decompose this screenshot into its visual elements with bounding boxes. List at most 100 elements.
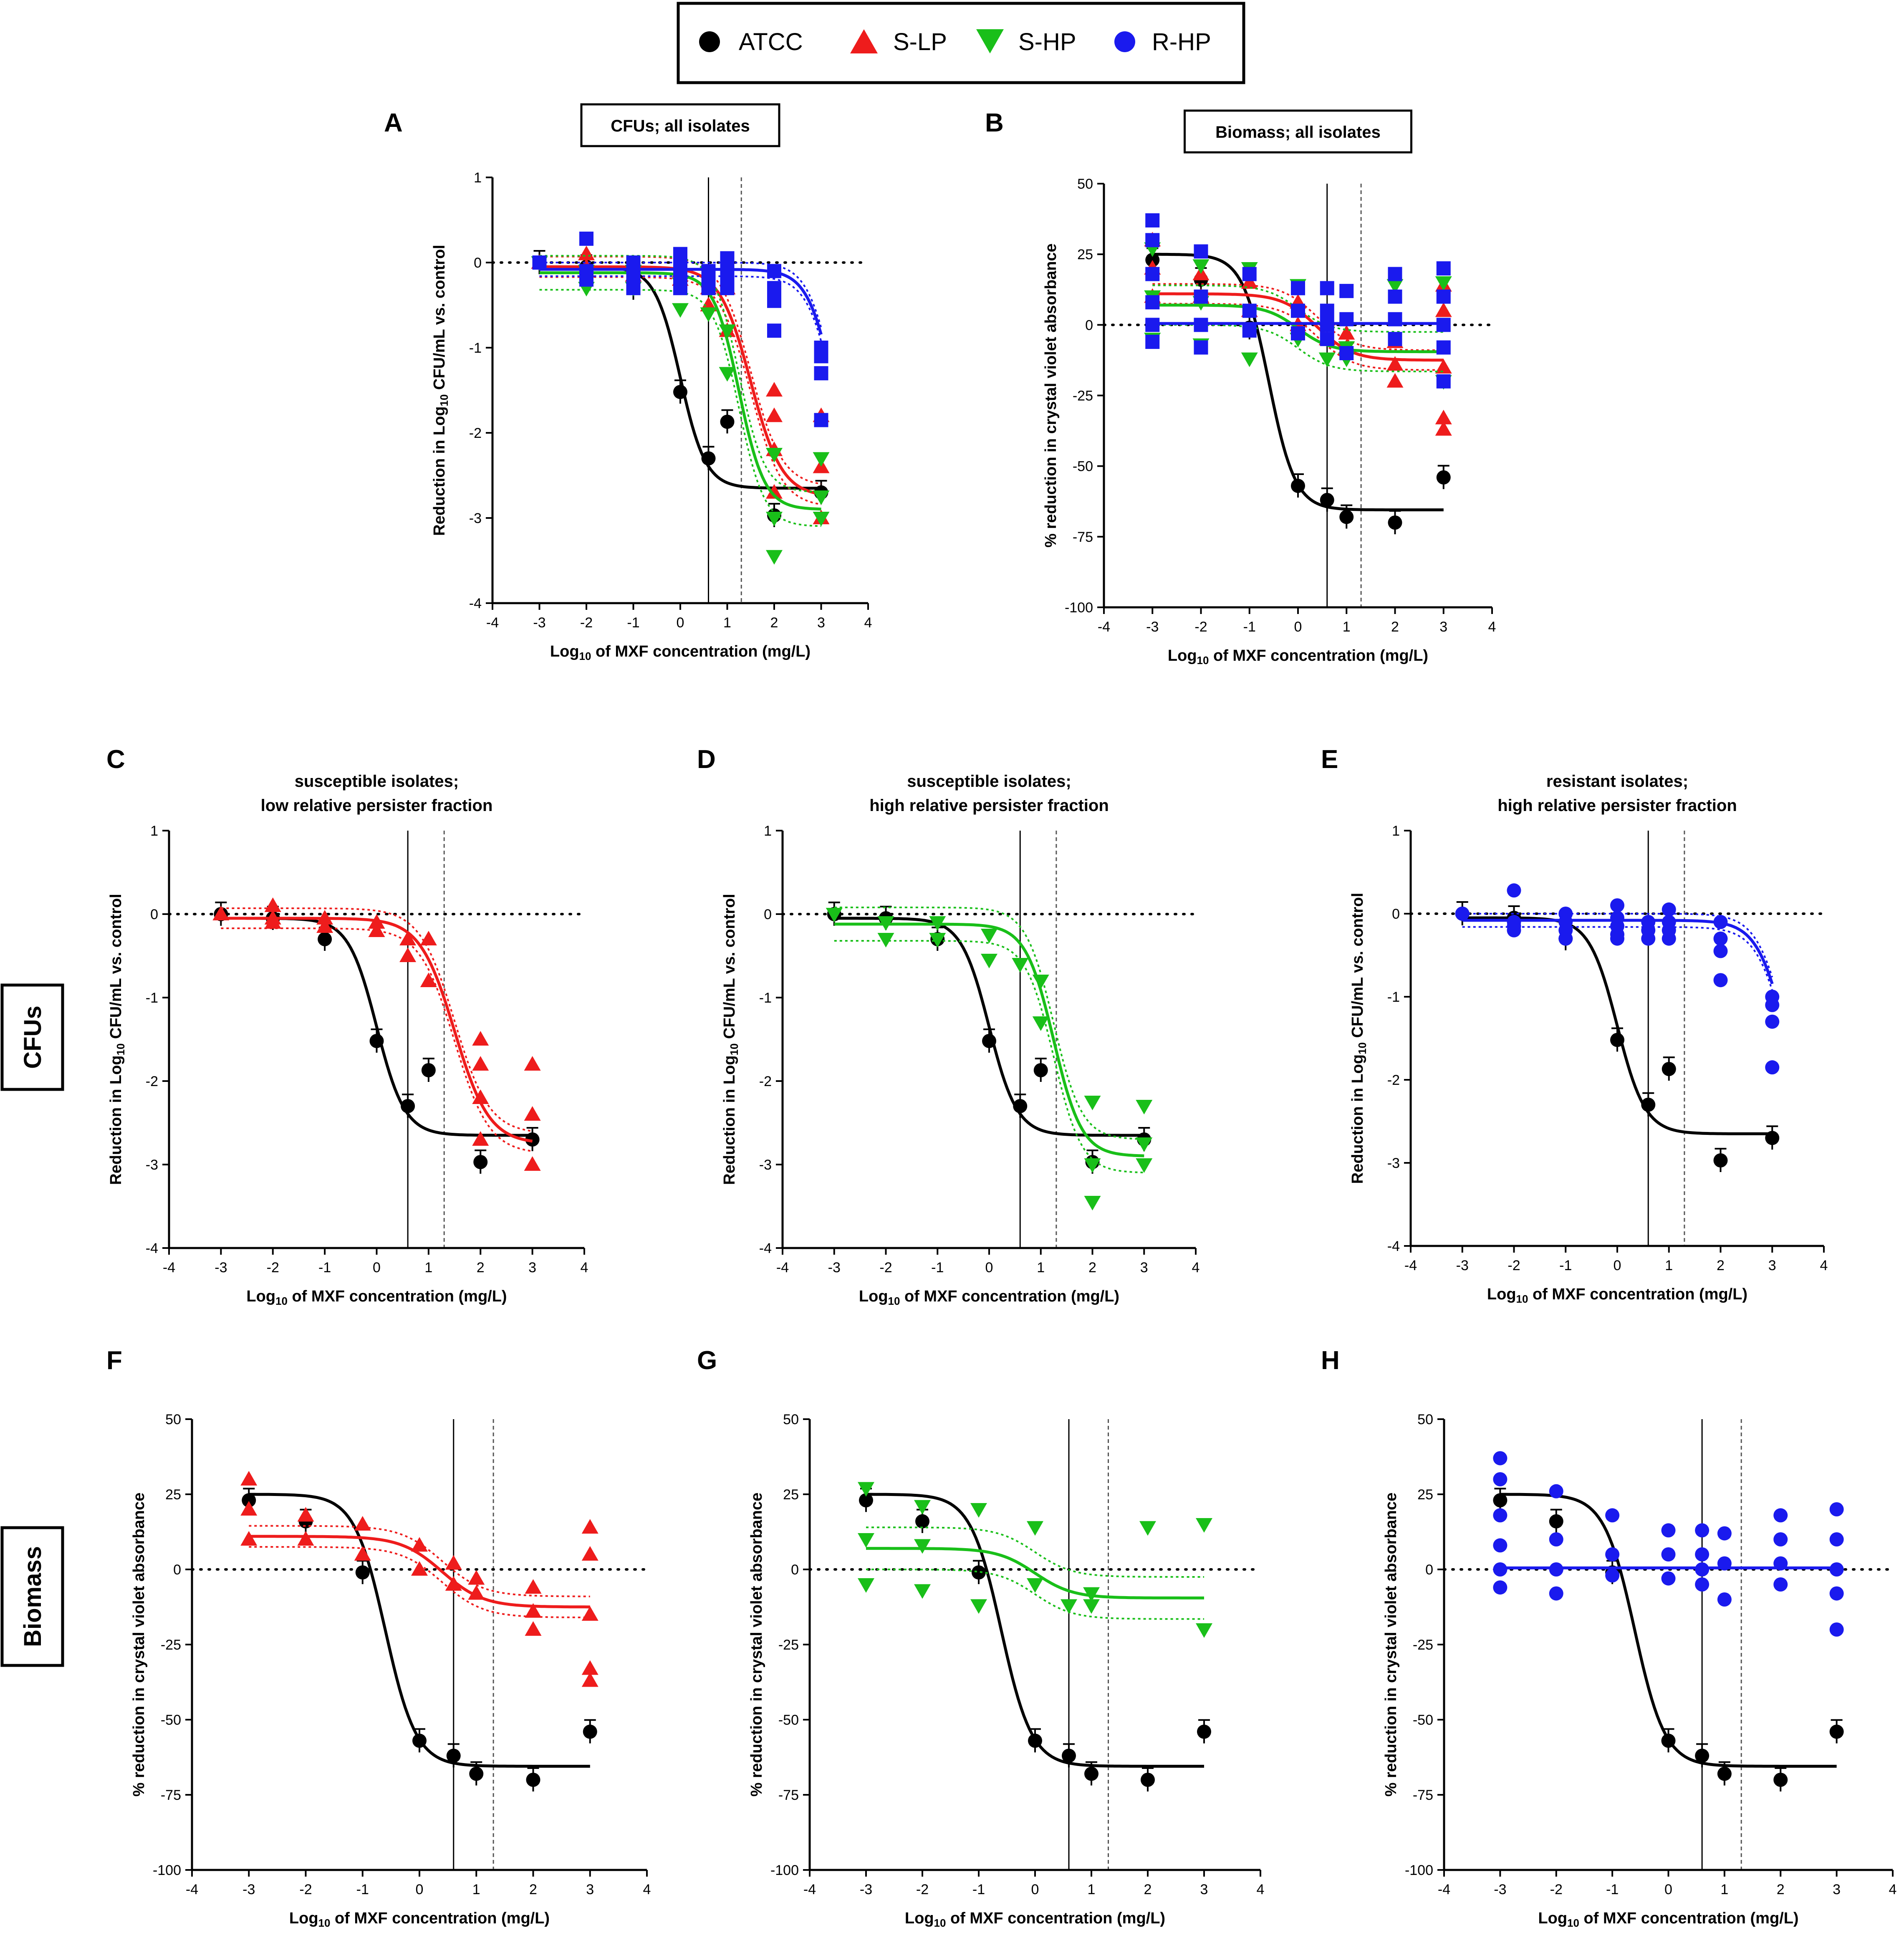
panel-title: Biomass; all isolates	[1215, 123, 1381, 141]
data-point	[1695, 1562, 1710, 1577]
data-point	[297, 1507, 314, 1522]
data-point	[1507, 923, 1521, 937]
x-tick-label: 0	[1614, 1258, 1621, 1273]
data-point	[1695, 1748, 1710, 1763]
y-tick-label: -4	[146, 1241, 158, 1256]
x-tick-label: -2	[299, 1882, 312, 1897]
panel-letter: C	[106, 745, 125, 774]
data-point	[1083, 1587, 1100, 1602]
data-point	[1241, 352, 1258, 367]
y-axis-label: % reduction in crystal violet absorbance	[748, 1493, 765, 1797]
x-tick-label: 4	[1192, 1260, 1200, 1276]
legend-label-shp: S-HP	[1018, 28, 1076, 56]
y-tick-label: 25	[1417, 1487, 1433, 1503]
data-point	[1196, 1518, 1212, 1533]
data-point	[1136, 1100, 1153, 1114]
data-point	[1084, 1096, 1101, 1110]
data-point	[1661, 1547, 1676, 1561]
x-tick-label: 3	[1140, 1260, 1148, 1276]
panel-letter: A	[384, 109, 403, 137]
data-point	[1436, 340, 1451, 355]
data-point	[1717, 1592, 1732, 1607]
x-tick-label: 3	[1833, 1882, 1841, 1897]
x-tick-label: -2	[1550, 1882, 1563, 1897]
y-tick-label: 0	[1085, 317, 1093, 333]
panel-title-line: resistant isolates;	[1546, 772, 1688, 791]
y-tick-label: 50	[783, 1412, 799, 1428]
y-tick-label: -100	[153, 1862, 181, 1878]
data-point	[1605, 1547, 1620, 1561]
data-point	[1338, 325, 1355, 340]
data-point	[626, 281, 641, 296]
y-tick-label: -50	[1073, 459, 1093, 475]
y-tick-label: 1	[150, 823, 158, 839]
legend: ATCC S-LP S-HP R-HP	[677, 2, 1245, 84]
data-point	[1139, 1521, 1156, 1536]
y-tick-label: -2	[759, 1074, 772, 1089]
y-axis-label: Reduction in Log10 CFU/mL vs. control	[431, 245, 450, 536]
series-atcc	[859, 1488, 1211, 1791]
x-axis-label: Log10 of MXF concentration (mg/L)	[550, 643, 811, 662]
data-point	[468, 1585, 485, 1600]
x-tick-label: 4	[1488, 619, 1496, 635]
x-tick-label: -3	[1494, 1882, 1506, 1897]
data-point	[813, 490, 830, 505]
y-tick-label: -75	[1073, 529, 1093, 545]
x-axis-label: Log10 of MXF concentration (mg/L)	[859, 1288, 1119, 1307]
x-tick-label: -1	[1606, 1882, 1619, 1897]
data-point	[1662, 902, 1676, 917]
data-point	[914, 1500, 931, 1515]
data-point	[1765, 1014, 1780, 1029]
x-tick-label: -2	[916, 1882, 929, 1897]
data-point	[1435, 409, 1452, 424]
panel-h: H -4 -3 -2 -1 0 1 2 3 4 -100 -75 -50 -25 0 25 50 Log10 of…	[1321, 1346, 1896, 1929]
x-tick-label: 1	[723, 615, 731, 631]
data-point	[1145, 295, 1160, 310]
data-point	[1242, 303, 1257, 318]
data-point	[929, 933, 946, 947]
data-point	[813, 512, 830, 526]
data-point	[581, 1546, 598, 1561]
data-point	[1291, 326, 1305, 341]
data-point	[719, 367, 736, 382]
x-tick-label: 4	[864, 615, 872, 631]
x-tick-label: 0	[416, 1882, 424, 1897]
data-point	[297, 1531, 314, 1546]
x-axis-label: Log10 of MXF concentration (mg/L)	[1487, 1286, 1747, 1305]
y-tick-label: 50	[1417, 1412, 1433, 1428]
data-point	[915, 1514, 929, 1529]
data-point	[1320, 332, 1334, 346]
data-point	[1610, 898, 1624, 913]
data-point	[411, 1537, 428, 1552]
y-tick-label: -100	[1065, 600, 1093, 616]
data-point	[525, 1132, 540, 1147]
data-point	[1829, 1622, 1844, 1637]
data-point	[1436, 374, 1451, 389]
data-point	[578, 245, 595, 260]
x-tick-label: -1	[931, 1260, 944, 1276]
x-tick-label: -1	[972, 1882, 985, 1897]
data-point	[1141, 1773, 1155, 1787]
y-tick-label: -75	[1413, 1787, 1433, 1803]
data-point	[1713, 973, 1728, 988]
data-point	[1145, 253, 1160, 267]
row-label-cfu: CFUs	[0, 983, 64, 1091]
data-point	[1493, 1508, 1508, 1523]
data-point	[1194, 318, 1208, 332]
data-point	[1765, 998, 1780, 1012]
y-tick-label: 50	[1077, 176, 1093, 192]
panel-title: CFUs; all isolates	[611, 117, 750, 135]
data-point	[1605, 1508, 1620, 1523]
data-point	[1136, 1137, 1153, 1152]
x-tick-label: 1	[1088, 1882, 1096, 1897]
data-point	[814, 413, 828, 427]
data-point	[1493, 1580, 1508, 1595]
y-tick-label: 1	[1392, 823, 1400, 839]
x-tick-label: 1	[1037, 1260, 1045, 1276]
x-tick-label: 4	[1820, 1258, 1828, 1273]
y-tick-label: 1	[474, 170, 482, 186]
row-label-cfu-text: CFUs	[19, 1006, 46, 1069]
data-point	[767, 281, 781, 296]
panel-title-box	[1184, 109, 1412, 154]
data-point	[1662, 931, 1676, 946]
